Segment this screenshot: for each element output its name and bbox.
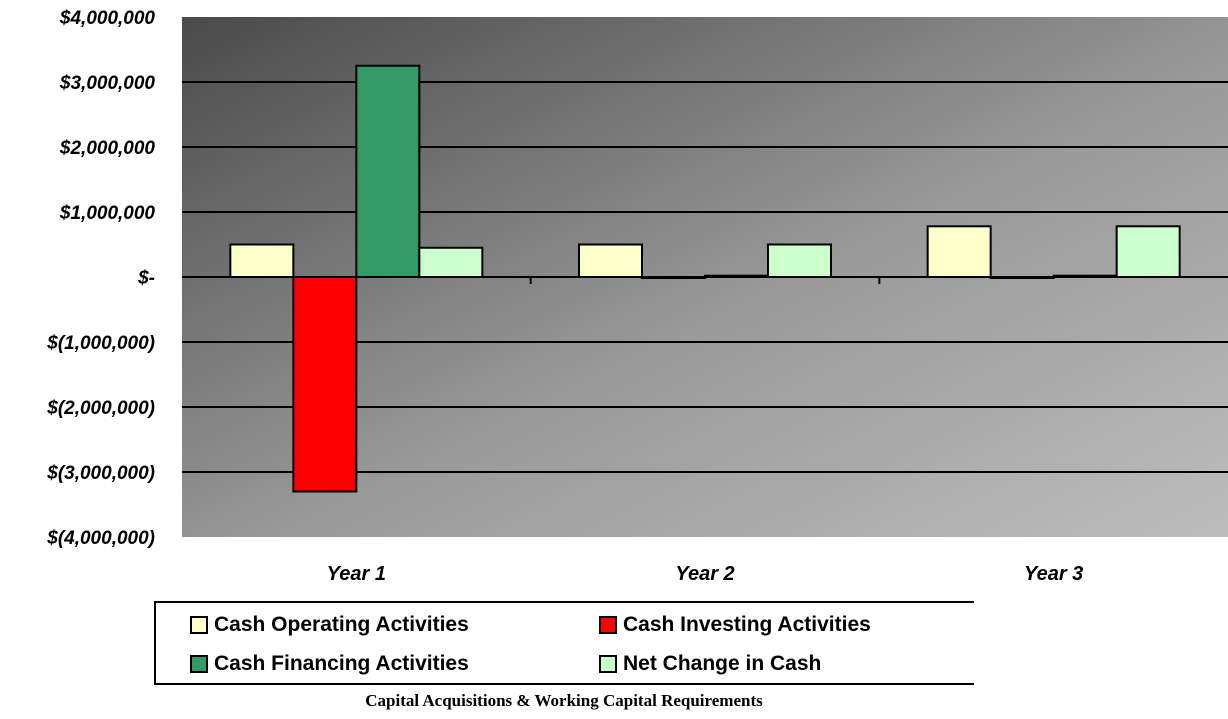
bar-cash-investing-activities-year-3 — [989, 276, 1055, 279]
bars — [229, 64, 1181, 493]
x-axis-ticks — [529, 277, 881, 284]
bar-cash-investing-activities-year-1 — [292, 276, 358, 493]
legend-swatch-cash-investing — [599, 616, 617, 634]
legend-label-cash-operating: Cash Operating Activities — [214, 613, 469, 636]
y-tick-label: $3,000,000 — [59, 73, 156, 94]
bar-cash-investing-activities-year-2 — [641, 276, 706, 279]
x-category-label: Year 3 — [1024, 563, 1083, 585]
legend-swatch-net-change — [599, 655, 617, 673]
y-tick-label: $1,000,000 — [59, 203, 156, 224]
legend-item-net-change: Net Change in Cash — [599, 652, 821, 676]
y-axis-tick-labels: $4,000,000 $3,000,000 $2,000,000 $1,000,000… — [46, 8, 155, 549]
bar-cash-operating-activities-year-2 — [578, 243, 643, 278]
legend-item-cash-investing: Cash Investing Activities — [599, 613, 871, 637]
y-tick-label: $(1,000,000) — [46, 333, 155, 354]
y-tick-label: $4,000,000 — [59, 8, 156, 29]
y-tick-label: $(3,000,000) — [46, 463, 155, 484]
legend-swatch-cash-operating — [190, 616, 208, 634]
y-tick-label: $(2,000,000) — [46, 398, 155, 419]
legend-label-cash-investing: Cash Investing Activities — [623, 613, 871, 636]
bar-cash-financing-activities-year-3 — [1052, 274, 1118, 279]
y-tick-label: $2,000,000 — [59, 138, 156, 159]
legend-item-cash-financing: Cash Financing Activities — [190, 652, 469, 676]
x-category-label: Year 1 — [327, 563, 386, 585]
bar-net-change-in-cash-year-1 — [418, 246, 484, 278]
x-category-label: Year 2 — [675, 563, 734, 585]
legend-item-cash-operating: Cash Operating Activities — [190, 613, 469, 637]
y-tick-label: $(4,000,000) — [46, 528, 155, 549]
bar-cash-financing-activities-year-1 — [355, 64, 421, 278]
bar-net-change-in-cash-year-2 — [767, 243, 832, 278]
legend-label-cash-financing: Cash Financing Activities — [214, 652, 469, 675]
cash-flow-chart: $4,000,000 $3,000,000 $2,000,000 $1,000,000… — [46, 8, 1228, 585]
bar-cash-financing-activities-year-2 — [704, 274, 769, 279]
y-tick-label: $- — [137, 268, 155, 289]
chart-caption: Capital Acquisitions & Working Capital R… — [365, 691, 763, 710]
x-axis-category-labels: Year 1 Year 2 Year 3 — [327, 563, 1084, 585]
legend-swatch-cash-financing — [190, 655, 208, 673]
bar-cash-operating-activities-year-1 — [229, 243, 295, 278]
bar-cash-operating-activities-year-3 — [926, 225, 992, 279]
legend-label-net-change: Net Change in Cash — [623, 652, 822, 675]
bar-net-change-in-cash-year-3 — [1115, 225, 1181, 279]
legend: Cash Operating Activities Cash Investing… — [154, 601, 974, 685]
